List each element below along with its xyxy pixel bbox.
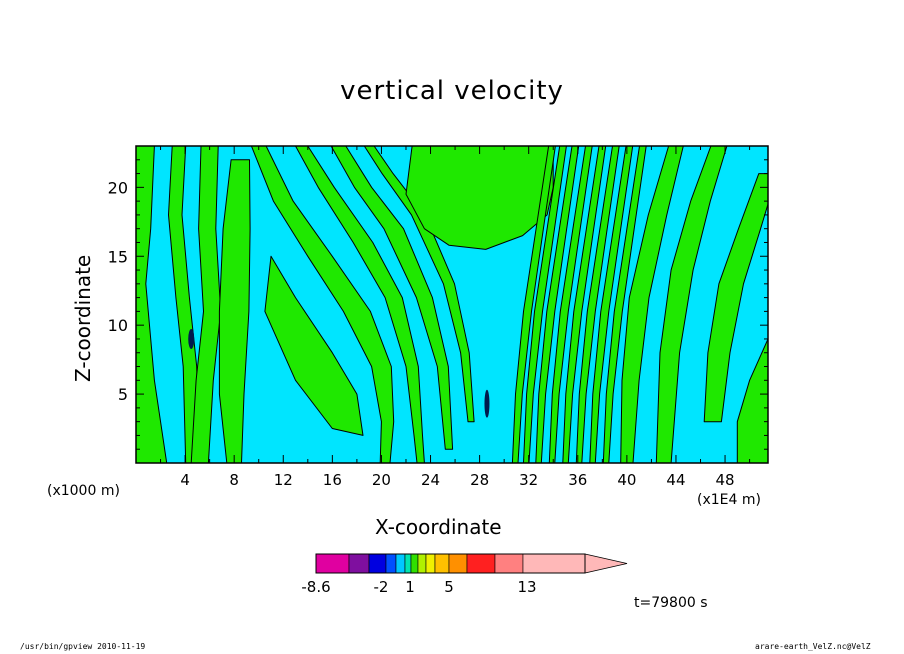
plot-border — [135, 145, 769, 464]
colorbar-swatch — [494, 553, 524, 574]
x-unit-label: (x1000 m) — [47, 483, 120, 499]
positive-band-right-9 — [620, 146, 684, 463]
positive-band-right-11 — [703, 173, 768, 423]
positive-band-6 — [330, 146, 454, 450]
positive-band-4 — [250, 146, 395, 463]
y-tick-label: 10 — [108, 316, 128, 335]
colorbar-swatch — [410, 553, 419, 574]
colorbar-swatch — [466, 553, 496, 574]
positive-band-right-1 — [511, 146, 556, 463]
positive-band-right-7 — [589, 146, 634, 463]
colorbar-swatch — [395, 553, 406, 574]
colorbar-swatch — [434, 553, 450, 574]
colorbar-label: -8.6 — [301, 578, 330, 596]
chart-title: vertical velocity — [340, 76, 564, 106]
x-tick-label: 16 — [323, 471, 342, 489]
footer-left: /usr/bin/gpview 2010-11-19 — [20, 642, 146, 651]
colorbar-swatch — [385, 553, 397, 574]
colorbar-label: 1 — [405, 578, 415, 596]
colorbar-label: -2 — [374, 578, 389, 596]
y-tick-label: 5 — [118, 385, 128, 404]
footer-right: arare-earth_VelZ.nc@VelZ — [755, 642, 871, 651]
velocity-field — [136, 146, 768, 463]
x-tick-label: 12 — [274, 471, 293, 489]
x-tick-label: 32 — [519, 471, 538, 489]
positive-band-7 — [363, 146, 475, 423]
x-tick-label: 20 — [372, 471, 391, 489]
x-tick-label: 44 — [666, 471, 685, 489]
x-tick-label: 4 — [180, 471, 190, 489]
x-scale-note: (x1E4 m) — [697, 492, 761, 508]
time-label: t=79800 s — [634, 595, 708, 611]
colorbar-swatch — [417, 553, 427, 574]
colorbar-label: 5 — [444, 578, 454, 596]
colorbar-swatch — [425, 553, 436, 574]
strong-downdraft-1 — [188, 328, 195, 349]
positive-region-right-edge — [736, 338, 768, 463]
strong-downdraft-2 — [484, 389, 490, 418]
colorbar: -8.6 -2 1 5 13 — [301, 553, 628, 596]
positive-band-right-10 — [655, 146, 728, 463]
x-tick-label: 36 — [568, 471, 587, 489]
colorbar-arrow — [584, 553, 628, 574]
x-axis-label: X-coordinate — [375, 515, 502, 539]
positive-band-right-2 — [523, 146, 567, 463]
positive-band-right-4 — [548, 146, 593, 463]
y-tick-label: 20 — [108, 178, 128, 197]
x-axis: 4 8 12 16 20 24 28 32 36 40 44 48 — [160, 146, 751, 489]
positive-band-5 — [295, 146, 425, 463]
x-tick-label: 24 — [421, 471, 440, 489]
x-tick-label: 48 — [716, 471, 735, 489]
colorbar-label: 13 — [517, 578, 536, 596]
colorbar-swatch — [522, 553, 586, 574]
colorbar-border — [315, 553, 586, 574]
positive-band-right-8 — [602, 146, 647, 463]
y-tick-label: 15 — [108, 247, 128, 266]
colorbar-swatch — [315, 553, 350, 574]
positive-band-right-5 — [562, 146, 607, 463]
positive-band-3 — [218, 159, 251, 463]
positive-region-left-edge — [136, 146, 168, 463]
colorbar-swatch — [348, 553, 370, 574]
x-tick-label: 40 — [617, 471, 636, 489]
positive-band-2 — [190, 146, 222, 463]
positive-band-right-3 — [535, 146, 580, 463]
colorbar-swatch — [404, 553, 412, 574]
x-tick-label: 28 — [470, 471, 489, 489]
positive-region-mid-left — [264, 255, 364, 436]
positive-region-upper-centre — [405, 146, 554, 250]
colorbar-swatch — [368, 553, 387, 574]
x-tick-label: 8 — [229, 471, 239, 489]
positive-band-right-6 — [575, 146, 620, 463]
y-axis: 5 10 15 20 — [108, 159, 768, 450]
plot-frame — [135, 145, 769, 464]
colorbar-swatch — [448, 553, 468, 574]
positive-band-1 — [168, 146, 200, 463]
